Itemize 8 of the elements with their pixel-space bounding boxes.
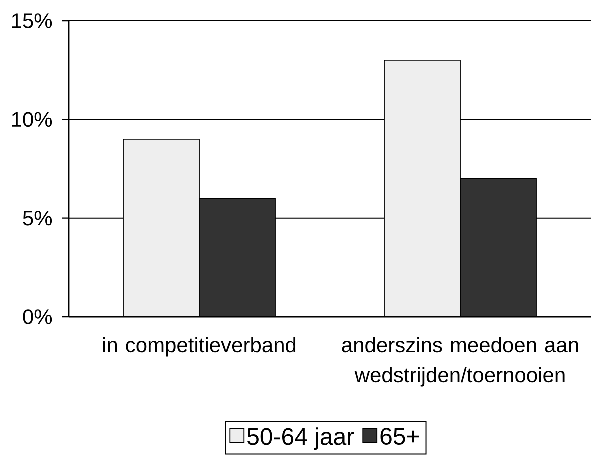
y-tick-label: 0% <box>23 310 52 324</box>
x-tick-label: in competitieverband <box>103 337 296 357</box>
y-tick-label: 15% <box>12 14 52 28</box>
y-tick-label: 10% <box>12 112 52 128</box>
legend-label: 65+ <box>380 428 420 445</box>
x-tick-label: anderszins meedoen aan wedstrijden/toernooien <box>342 337 578 387</box>
legend-label: 50-64 jaar <box>248 428 354 450</box>
y-tick-label: 5% <box>23 210 52 226</box>
